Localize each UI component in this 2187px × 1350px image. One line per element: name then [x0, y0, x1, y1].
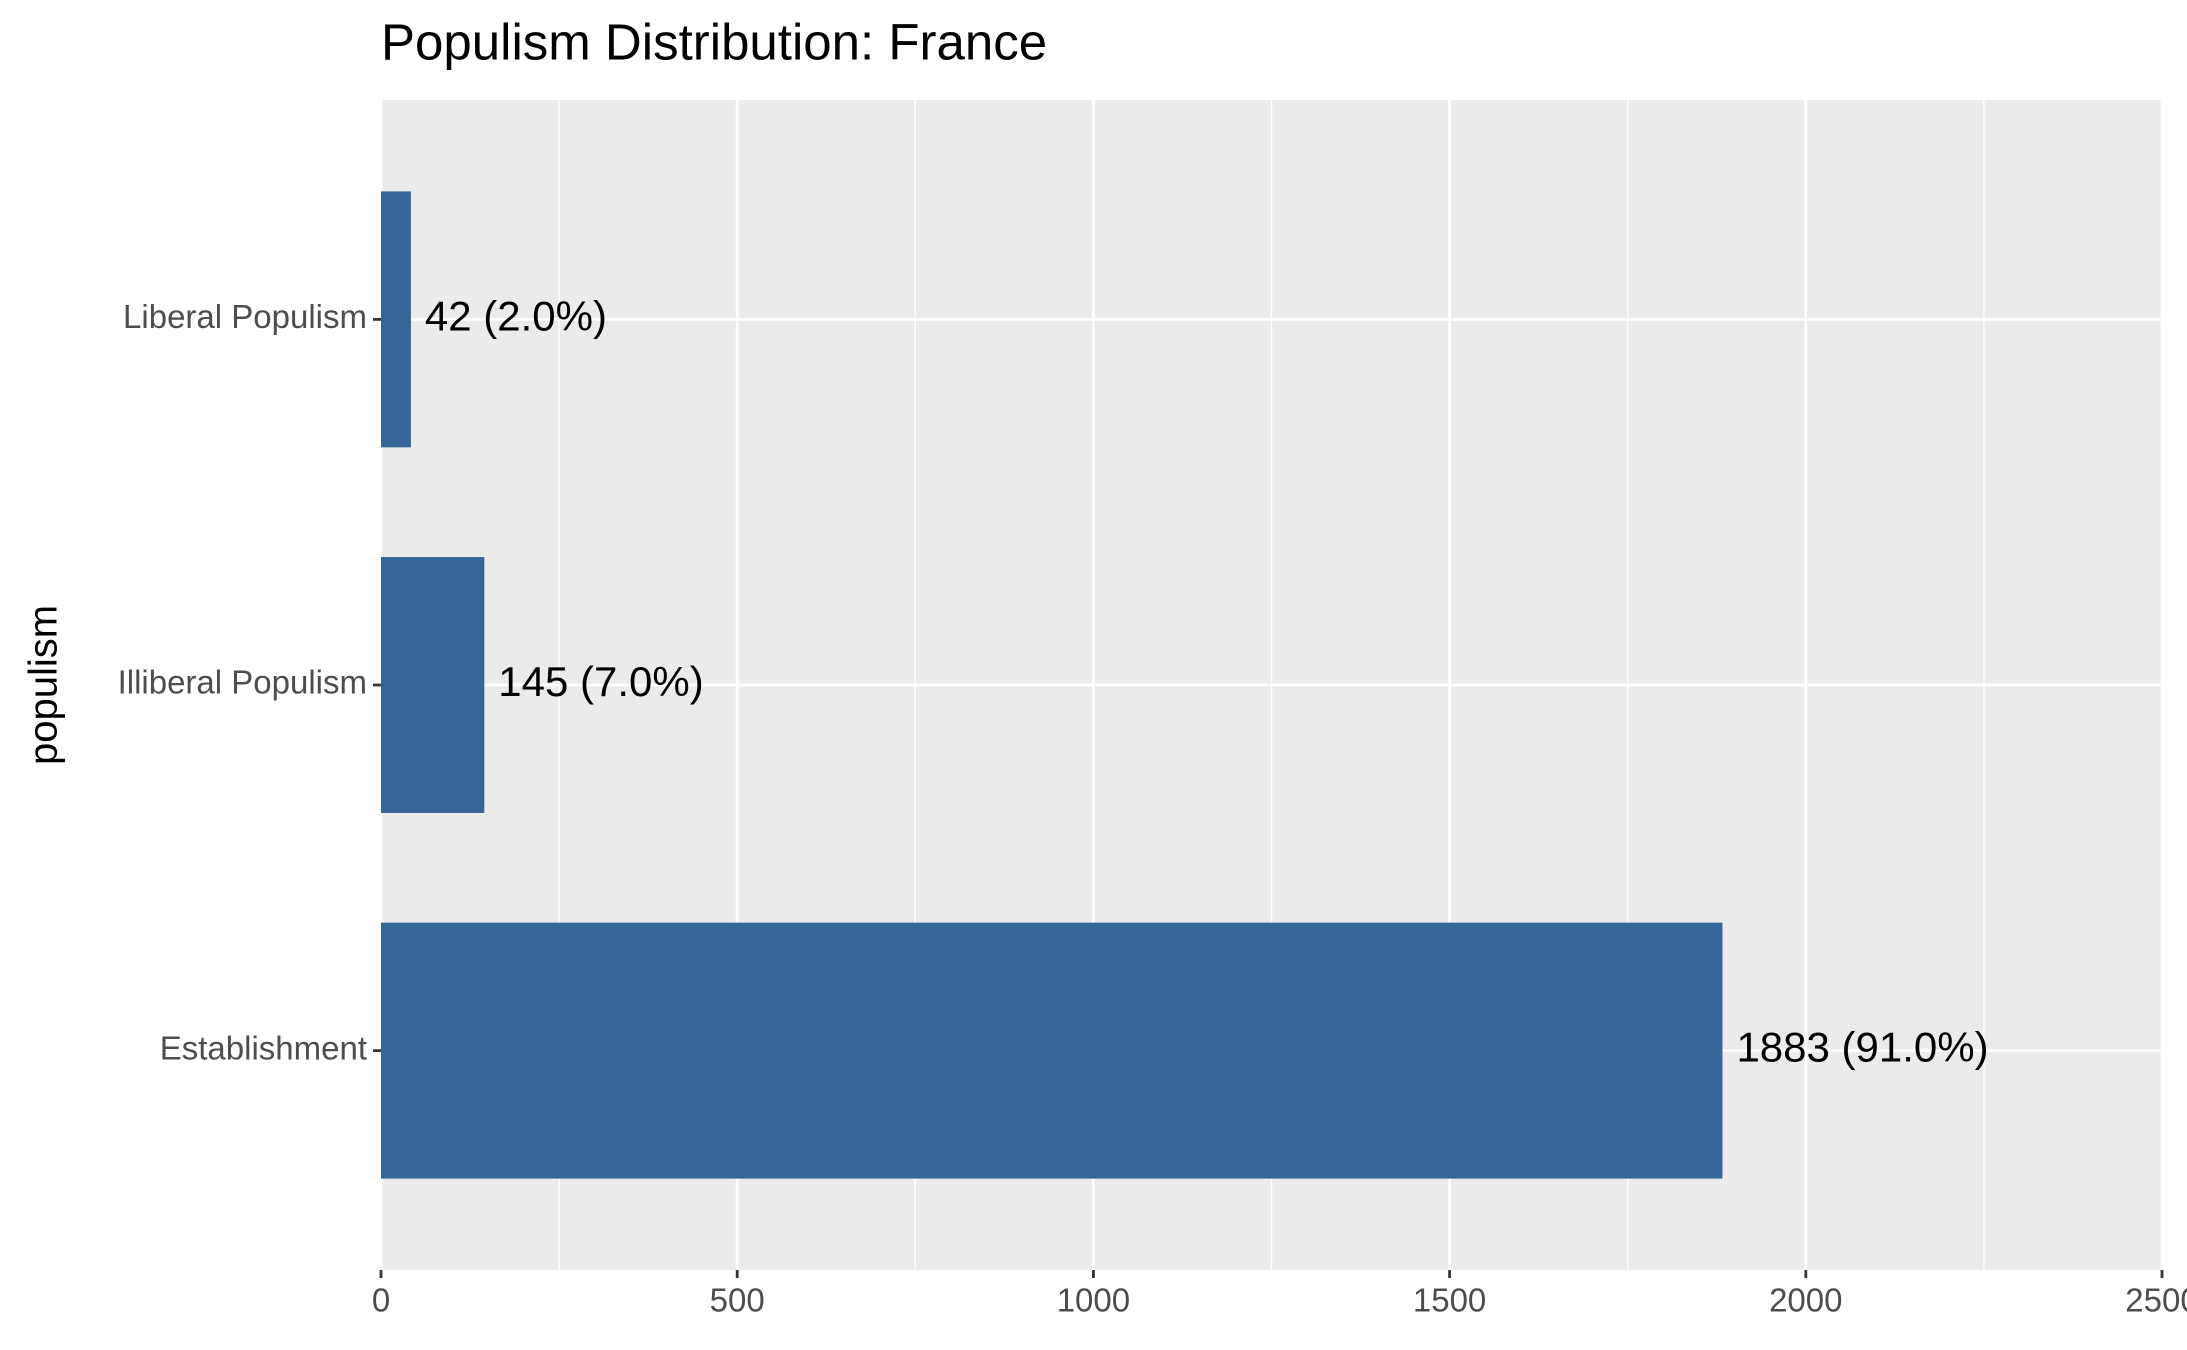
x-tick-label: 2000 — [1769, 1282, 1842, 1319]
bar — [381, 191, 411, 448]
x-tick-label: 2500 — [2125, 1282, 2187, 1319]
value-label: 1883 (91.0%) — [1736, 1024, 1988, 1071]
bar — [381, 557, 485, 813]
y-tick-label: Liberal Populism — [123, 298, 367, 335]
x-tick-label: 500 — [710, 1282, 765, 1319]
chart-title: Populism Distribution: France — [381, 13, 1047, 70]
y-axis-label: populism — [22, 605, 66, 765]
y-tick-label: Illiberal Populism — [118, 664, 367, 701]
x-tick-label: 1500 — [1413, 1282, 1486, 1319]
bar — [381, 922, 1723, 1179]
value-label: 145 (7.0%) — [498, 658, 703, 705]
value-label: 42 (2.0%) — [425, 292, 607, 339]
y-tick-label: Establishment — [160, 1029, 367, 1066]
x-tick-label: 0 — [372, 1282, 390, 1319]
x-tick-label: 1000 — [1057, 1282, 1130, 1319]
